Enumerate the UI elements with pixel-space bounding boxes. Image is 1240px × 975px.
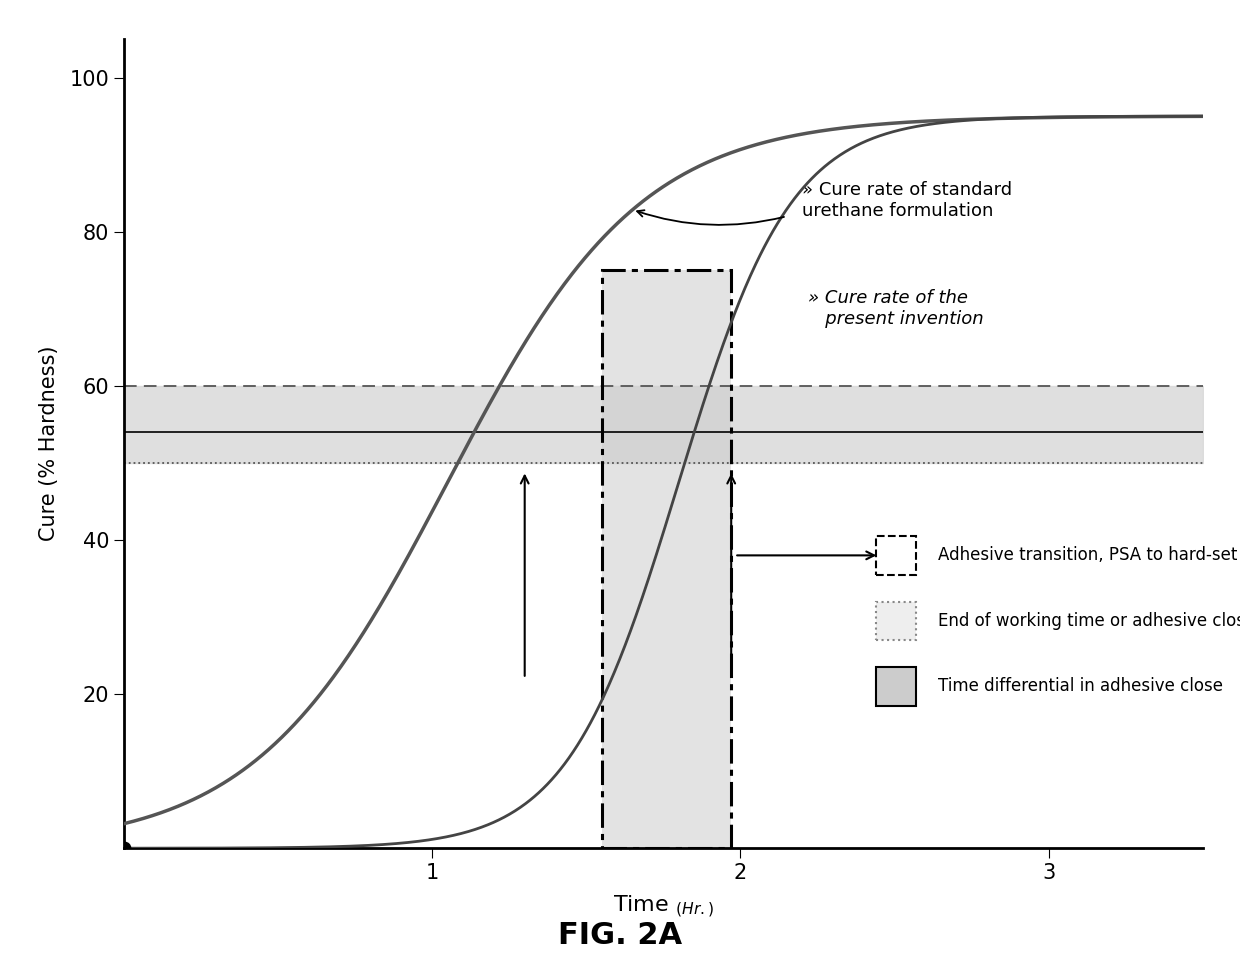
Y-axis label: Cure (% Hardness): Cure (% Hardness) [38, 346, 58, 541]
Text: » Cure rate of the
   present invention: » Cure rate of the present invention [808, 290, 983, 329]
Bar [877, 536, 916, 574]
Bar [877, 602, 916, 641]
Bar [601, 270, 732, 848]
Text: End of working time or adhesive close: End of working time or adhesive close [937, 612, 1240, 630]
Bar [601, 270, 732, 848]
Bar [877, 667, 916, 706]
Text: » Cure rate of standard
urethane formulation: » Cure rate of standard urethane formula… [802, 181, 1012, 220]
Text: FIG. 2A: FIG. 2A [558, 921, 682, 951]
X-axis label: Time $_{(Hr.)}$: Time $_{(Hr.)}$ [613, 894, 714, 920]
Text: Time differential in adhesive close: Time differential in adhesive close [937, 678, 1223, 695]
Text: Adhesive transition, PSA to hard-set: Adhesive transition, PSA to hard-set [937, 546, 1238, 565]
